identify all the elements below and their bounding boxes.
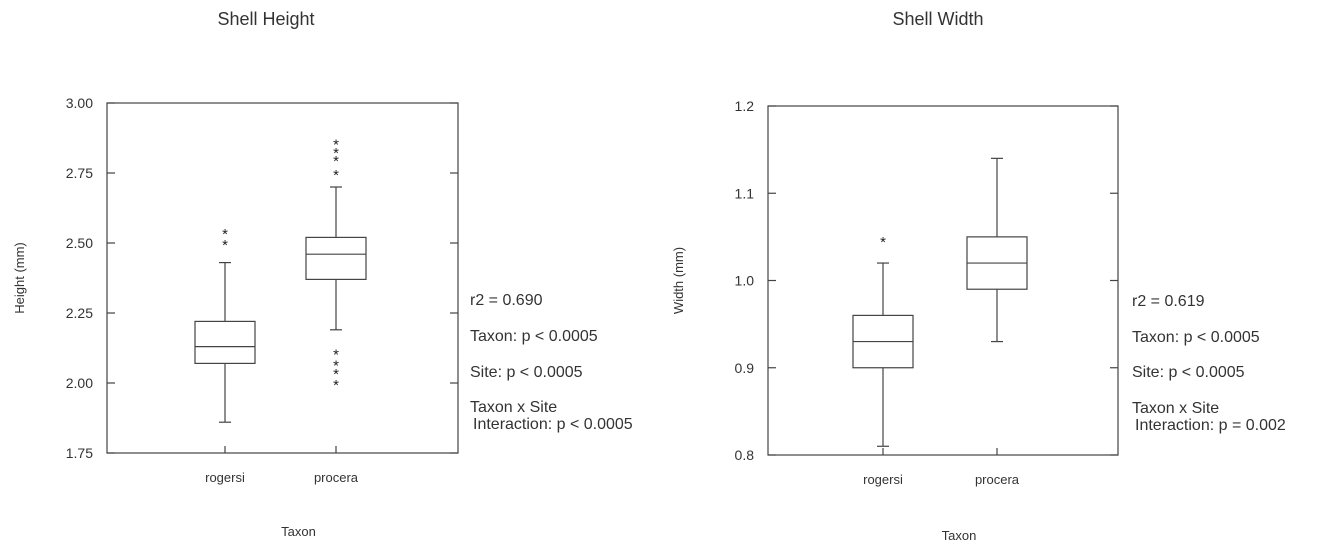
y-tick-label: 2.25 <box>66 305 93 321</box>
iqr-box <box>306 237 366 279</box>
stat-line: r2 = 0.690 <box>470 292 543 309</box>
y-tick-label: 0.8 <box>735 447 755 463</box>
plot-frame <box>768 106 1118 455</box>
chart-shell-height: Shell Height 3.00 2.75 2.50 2.25 2.00 1.75 Heig… <box>12 9 633 539</box>
stat-line: Site: p < 0.0005 <box>1132 364 1245 381</box>
iqr-box <box>195 321 255 363</box>
stat-line: Taxon: p < 0.0005 <box>1132 329 1260 346</box>
box-rogersi: rogersi** <box>195 226 255 485</box>
x-tick-label: rogersi <box>863 472 903 487</box>
stat-line: Taxon x Site <box>470 399 557 416</box>
y-tick-label: 1.0 <box>735 273 755 289</box>
y-tick-label: 2.00 <box>66 375 93 391</box>
outlier-point: * <box>880 234 886 251</box>
y-tick-label: 0.9 <box>735 360 755 376</box>
chart-title: Shell Height <box>217 9 314 29</box>
x-axis-label: Taxon <box>942 528 977 543</box>
y-axis-label: Height (mm) <box>12 242 27 314</box>
y-axis-label: Width (mm) <box>671 247 686 314</box>
stat-line: Taxon x Site <box>1132 400 1219 417</box>
y-tick-label: 2.50 <box>66 235 93 251</box>
box-procera: procera <box>967 158 1027 487</box>
y-tick-label: 2.75 <box>66 165 93 181</box>
x-tick-label: rogersi <box>205 470 245 485</box>
y-tick-label: 1.1 <box>735 185 755 201</box>
chart-title: Shell Width <box>892 9 983 29</box>
stat-line: Site: p < 0.0005 <box>470 364 583 381</box>
stat-line: Interaction: p = 0.002 <box>1135 417 1286 434</box>
y-tick-label: 3.00 <box>66 95 93 111</box>
outlier-point: * <box>333 136 339 153</box>
chart-shell-width: Shell Width 1.2 1.1 1.0 0.9 0.8 Width (mm) Taxo… <box>671 9 1286 543</box>
stat-line: r2 = 0.619 <box>1132 293 1205 310</box>
x-tick-label: procera <box>314 470 359 485</box>
plot-frame <box>107 103 458 453</box>
y-tick-label: 1.2 <box>735 98 755 114</box>
outlier-point: * <box>222 226 228 243</box>
y-tick-label: 1.75 <box>66 445 93 461</box>
box-rogersi: rogersi * <box>853 234 913 487</box>
x-tick-label: procera <box>975 472 1020 487</box>
outlier-point: * <box>333 346 339 363</box>
stat-line: Taxon: p < 0.0005 <box>470 328 598 345</box>
box-procera: procera******** <box>306 136 366 485</box>
x-axis-label: Taxon <box>281 524 316 539</box>
stat-line: Interaction: p < 0.0005 <box>473 416 633 433</box>
